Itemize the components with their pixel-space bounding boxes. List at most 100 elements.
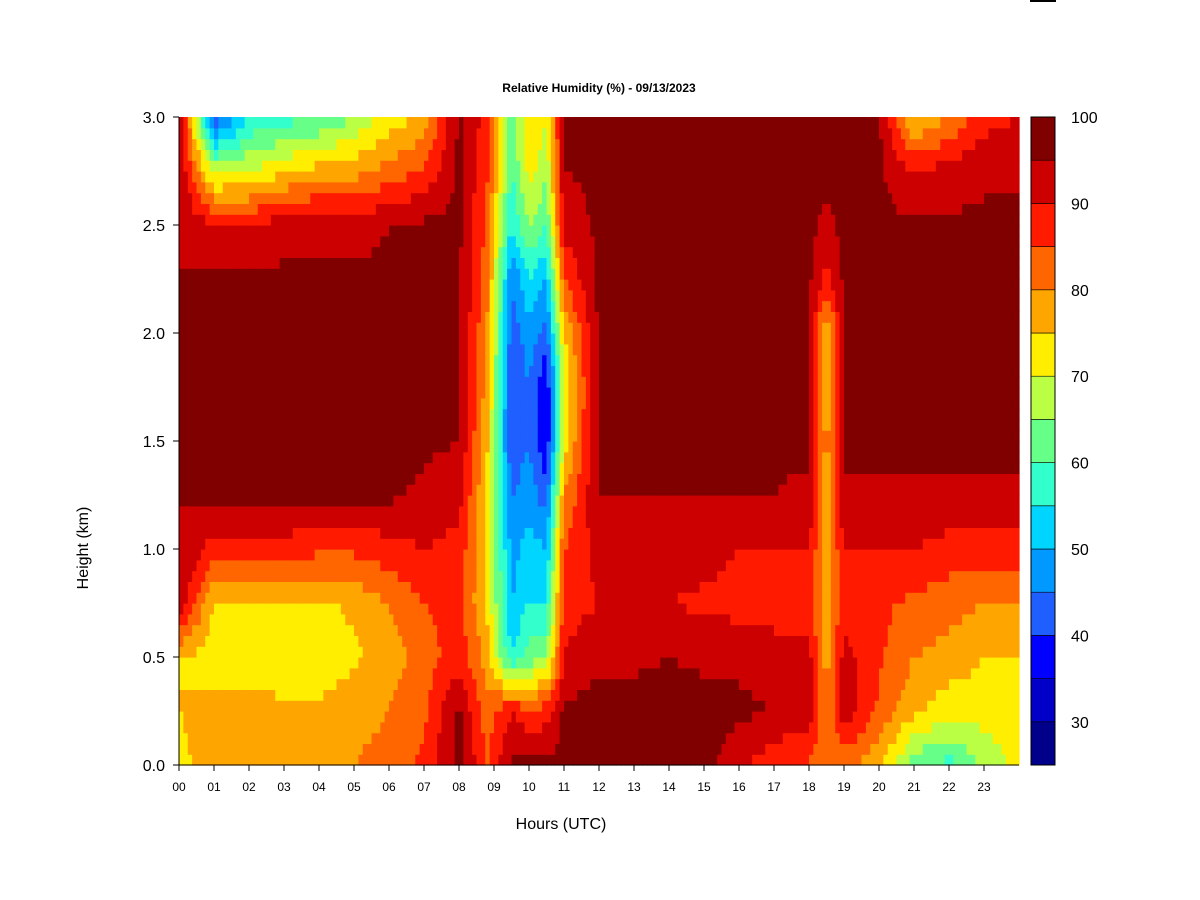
heatmap-cell (515, 484, 521, 496)
heatmap-cell (537, 538, 543, 550)
heatmap-cell (266, 462, 272, 474)
heatmap-cell (384, 549, 390, 561)
heatmap-cell (520, 624, 526, 636)
heatmap-cell (454, 322, 460, 334)
heatmap-cell (463, 559, 469, 572)
heatmap-cell (292, 333, 298, 345)
heatmap-cell (336, 268, 342, 280)
heatmap-cell (432, 117, 438, 129)
heatmap-cell (284, 408, 289, 420)
heatmap-cell (450, 711, 456, 723)
heatmap-cell (380, 462, 386, 474)
heatmap-cell (463, 441, 469, 453)
heatmap-cell (270, 613, 276, 626)
heatmap-cell (244, 657, 250, 669)
heatmap-cell (362, 397, 368, 410)
heatmap-cell (244, 333, 250, 345)
heatmap-cell (349, 430, 355, 442)
heatmap-cell (406, 549, 412, 561)
heatmap-cell (463, 387, 469, 399)
heatmap-cell (196, 646, 202, 658)
heatmap-cell (362, 624, 368, 636)
heatmap-cell (319, 700, 324, 712)
heatmap-cell (459, 635, 464, 647)
heatmap-cell (209, 473, 215, 485)
heatmap-cell (511, 160, 517, 172)
heatmap-cell (384, 138, 390, 150)
heatmap-cell (415, 527, 421, 539)
heatmap-cell (384, 354, 390, 366)
heatmap-cell (450, 343, 456, 356)
heatmap-cell (524, 473, 530, 485)
heatmap-cell (332, 603, 338, 615)
heatmap-cell (428, 171, 434, 183)
heatmap-cell (284, 268, 289, 280)
heatmap-cell (354, 214, 359, 226)
heatmap-cell (240, 268, 246, 280)
heatmap-cell (332, 754, 338, 766)
heatmap-cell (284, 700, 289, 712)
heatmap-cell (406, 235, 412, 248)
heatmap-cell (389, 624, 394, 636)
heatmap-cell (419, 646, 425, 658)
heatmap-cell (310, 516, 316, 528)
heatmap-cell (459, 300, 464, 312)
heatmap-cell (297, 419, 303, 431)
heatmap-cell (209, 451, 215, 464)
heatmap-cell (410, 289, 416, 302)
heatmap-cell (463, 289, 469, 302)
heatmap-cell (200, 333, 206, 345)
heatmap-cell (459, 581, 464, 593)
heatmap-cell (472, 160, 478, 172)
heatmap-cell (314, 678, 320, 690)
heatmap-cell (498, 354, 504, 366)
heatmap-cell (179, 646, 184, 658)
heatmap-cell (192, 365, 198, 377)
heatmap-cell (301, 171, 307, 183)
heatmap-cell (419, 279, 425, 291)
heatmap-cell (450, 538, 456, 550)
heatmap-cell (507, 743, 513, 755)
heatmap-cell (520, 160, 526, 172)
heatmap-cell (240, 462, 246, 474)
heatmap-cell (196, 743, 202, 755)
heatmap-cell (301, 721, 307, 734)
heatmap-cell (397, 743, 403, 755)
heatmap-cell (235, 214, 241, 226)
heatmap-cell (257, 160, 263, 172)
heatmap-cell (498, 343, 504, 356)
heatmap-cell (507, 203, 513, 215)
heatmap-cell (332, 505, 338, 518)
heatmap-cell (367, 322, 373, 334)
heatmap-cell (476, 322, 482, 334)
heatmap-cell (389, 462, 394, 474)
heatmap-cell (327, 160, 333, 172)
heatmap-cell (323, 279, 329, 291)
heatmap-cell (179, 354, 184, 366)
heatmap-cell (520, 430, 526, 442)
heatmap-cell (200, 387, 206, 399)
heatmap-cell (288, 603, 294, 615)
heatmap-cell (262, 376, 268, 388)
heatmap-cell (319, 246, 324, 258)
heatmap-cell (340, 387, 346, 399)
heatmap-cell (489, 225, 495, 237)
heatmap-cell (336, 473, 342, 485)
heatmap-cell (494, 365, 499, 377)
heatmap-cell (524, 495, 530, 507)
heatmap-cell (432, 570, 438, 582)
heatmap-cell (511, 721, 517, 734)
heatmap-cell (494, 495, 499, 507)
heatmap-cell (249, 289, 254, 302)
heatmap-cell (367, 192, 373, 204)
heatmap-cell (301, 646, 307, 658)
heatmap-cell (235, 732, 241, 744)
heatmap-cell (533, 171, 539, 183)
heatmap-cell (380, 181, 386, 194)
heatmap-cell (292, 711, 298, 723)
heatmap-cell (279, 581, 285, 593)
heatmap-cell (467, 289, 473, 302)
heatmap-cell (524, 657, 530, 669)
heatmap-cell (463, 624, 469, 636)
heatmap-cell (253, 646, 259, 658)
